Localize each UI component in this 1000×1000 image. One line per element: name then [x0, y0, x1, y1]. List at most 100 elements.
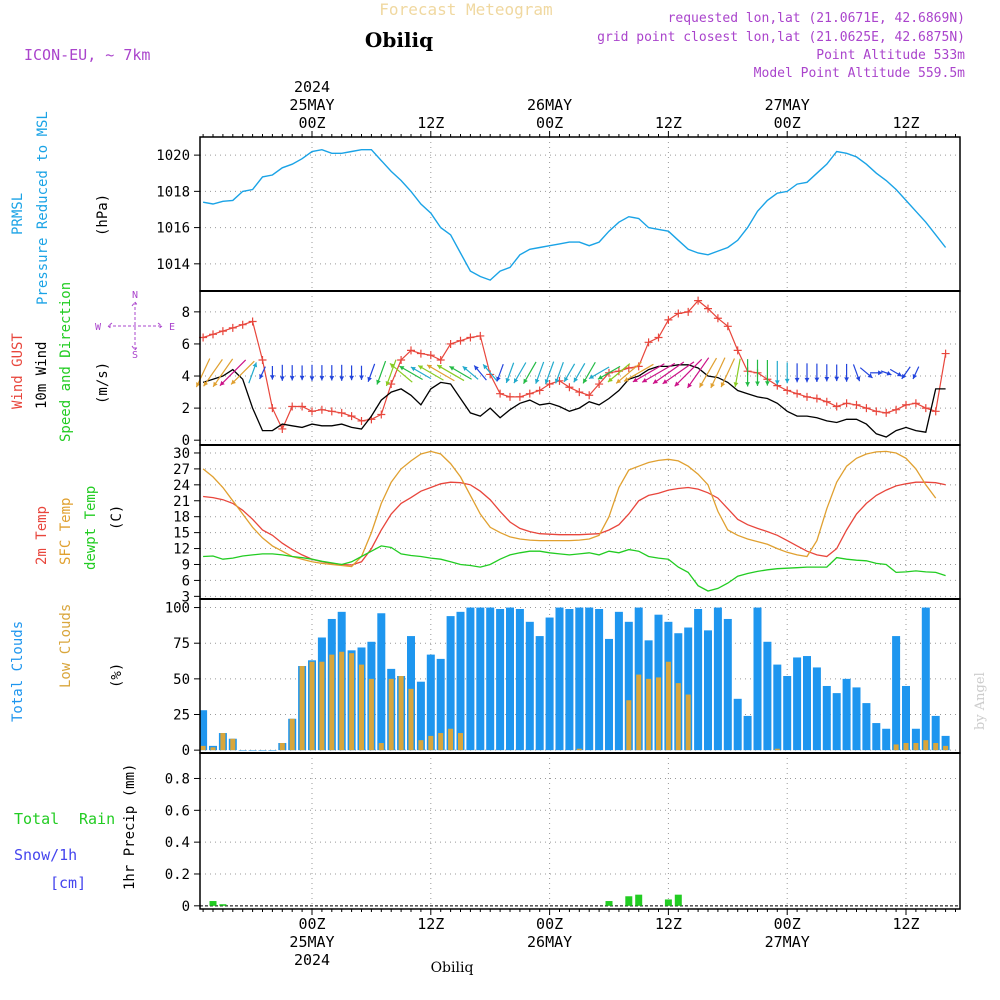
- total-cloud-bar: [872, 723, 881, 751]
- wind-arrow-head: [213, 381, 218, 387]
- wind-arrow-head: [252, 362, 258, 368]
- wind-arrow-head: [449, 366, 455, 371]
- wind-direction-arrow: [389, 362, 413, 383]
- total-cloud-bar: [476, 607, 485, 751]
- low-cloud-bar: [685, 694, 691, 751]
- wind-arrow-head: [720, 382, 726, 388]
- gust-marker: [723, 322, 732, 331]
- model-label: ICON-EU, ~ 7km: [24, 46, 150, 64]
- wind-arrow-head: [687, 382, 692, 388]
- compass-w: W: [95, 322, 102, 333]
- wind-direction-arrow: [563, 363, 576, 383]
- sfc-temp-line: [202, 450, 937, 568]
- wind-direction-arrow: [698, 357, 718, 388]
- wind-direction-arrow: [195, 358, 211, 388]
- wind-dir-label: Speed and Direction: [58, 282, 74, 442]
- low-cloud-bar: [359, 664, 364, 751]
- gust-marker: [377, 410, 386, 419]
- total-clouds-label: Total Clouds: [10, 621, 26, 722]
- wind-direction-arrow: [505, 362, 515, 384]
- wind-direction-arrow: [230, 360, 255, 385]
- wind-arrow-shaft: [426, 364, 455, 382]
- wind-arrow-shaft: [195, 358, 211, 388]
- wind-direction-arrow: [513, 362, 527, 384]
- wind-arrow-head: [554, 378, 560, 384]
- wind-arrow-head: [496, 376, 501, 382]
- wind-direction-arrow: [279, 364, 285, 381]
- sfc-temp-label: SFC Temp: [58, 498, 74, 565]
- total-cloud-bar: [882, 728, 891, 751]
- wind-direction-arrow: [544, 361, 555, 385]
- total-cloud-bar: [238, 750, 247, 751]
- wind-direction-arrow: [582, 361, 596, 384]
- y-tick-label: 100: [165, 601, 190, 617]
- wind-arrow-shaft: [710, 357, 726, 389]
- gust-marker: [209, 330, 217, 339]
- total-cloud-bar: [456, 611, 465, 751]
- total-cloud-bar: [446, 616, 455, 751]
- clouds-unit: (%): [109, 663, 125, 688]
- gust-marker: [674, 309, 683, 318]
- precip-bar: [605, 901, 613, 906]
- pressure-line: [202, 148, 947, 281]
- total-cloud-bar: [713, 607, 722, 751]
- total-cloud-bar: [515, 608, 524, 751]
- dewpt-label: dewpt Temp: [83, 486, 99, 570]
- low-cloud-bar: [458, 733, 463, 751]
- total-cloud-bar: [684, 627, 693, 751]
- low-cloud-bar: [576, 748, 582, 751]
- wind-arrow-shaft: [389, 362, 413, 383]
- low-cloud-bar: [893, 744, 899, 751]
- gust-marker: [595, 380, 604, 389]
- wind-direction-arrow: [615, 361, 642, 384]
- wind-arrow-head: [652, 379, 658, 384]
- low-cloud-bar: [368, 678, 374, 751]
- wind-arrow-shaft: [219, 359, 247, 387]
- wind-direction-arrow: [912, 366, 920, 380]
- precip-bar: [625, 896, 633, 906]
- wind-arrow-head: [279, 376, 285, 381]
- wind-direction-arrow: [852, 364, 861, 382]
- axes-layer: 1014101610181020024683691215182124273002…: [156, 78, 961, 969]
- gust-marker: [941, 349, 950, 358]
- low-cloud-bar: [220, 733, 226, 751]
- bottom-date-label: 26MAY: [527, 933, 572, 951]
- wind-direction-arrow: [870, 370, 883, 376]
- y-tick-label: 24: [173, 478, 190, 494]
- gust-marker: [436, 355, 445, 364]
- wind-direction-arrow: [641, 362, 676, 383]
- wind-arrow-head: [855, 376, 861, 382]
- chart-title-faint: Forecast Meteogram: [379, 0, 552, 19]
- wind-arrow-head: [765, 381, 770, 386]
- wind-arrow-head: [886, 370, 892, 376]
- wind-arrow-head: [385, 381, 391, 386]
- y-tick-label: 75: [173, 636, 190, 652]
- low-cloud-bar: [428, 735, 434, 751]
- wind-arrow-head: [329, 376, 335, 381]
- gust-marker: [892, 405, 901, 414]
- total-cloud-bar: [921, 607, 930, 751]
- wind-direction-arrow: [844, 363, 849, 382]
- total-cloud-bar: [585, 607, 594, 751]
- gust-marker: [278, 424, 287, 433]
- low-cloud-bar: [675, 683, 681, 751]
- y-tick-label: 0.4: [165, 835, 190, 851]
- total-cloud-bar: [565, 608, 574, 751]
- wind-arrow-head: [359, 375, 364, 380]
- gust-marker: [525, 389, 534, 398]
- wind-direction-arrow: [399, 365, 423, 381]
- wind-arrow-head: [834, 376, 840, 382]
- wind-label: 10m Wind: [34, 342, 50, 409]
- y-tick-label: 1020: [156, 148, 190, 164]
- wind-arrow-head: [794, 377, 800, 383]
- wind-arrow-head: [896, 371, 902, 377]
- wind-direction-arrow: [765, 360, 770, 386]
- wind-arrow-head: [523, 378, 528, 384]
- low-cloud-bar: [408, 688, 414, 751]
- wind-arrow-shaft: [615, 361, 642, 384]
- wind-direction-arrow: [686, 357, 710, 389]
- footer-station: Obiliq: [431, 960, 474, 976]
- wind-arrow-head: [901, 373, 907, 379]
- total-cloud-bar: [931, 715, 940, 751]
- gust-marker: [466, 333, 475, 342]
